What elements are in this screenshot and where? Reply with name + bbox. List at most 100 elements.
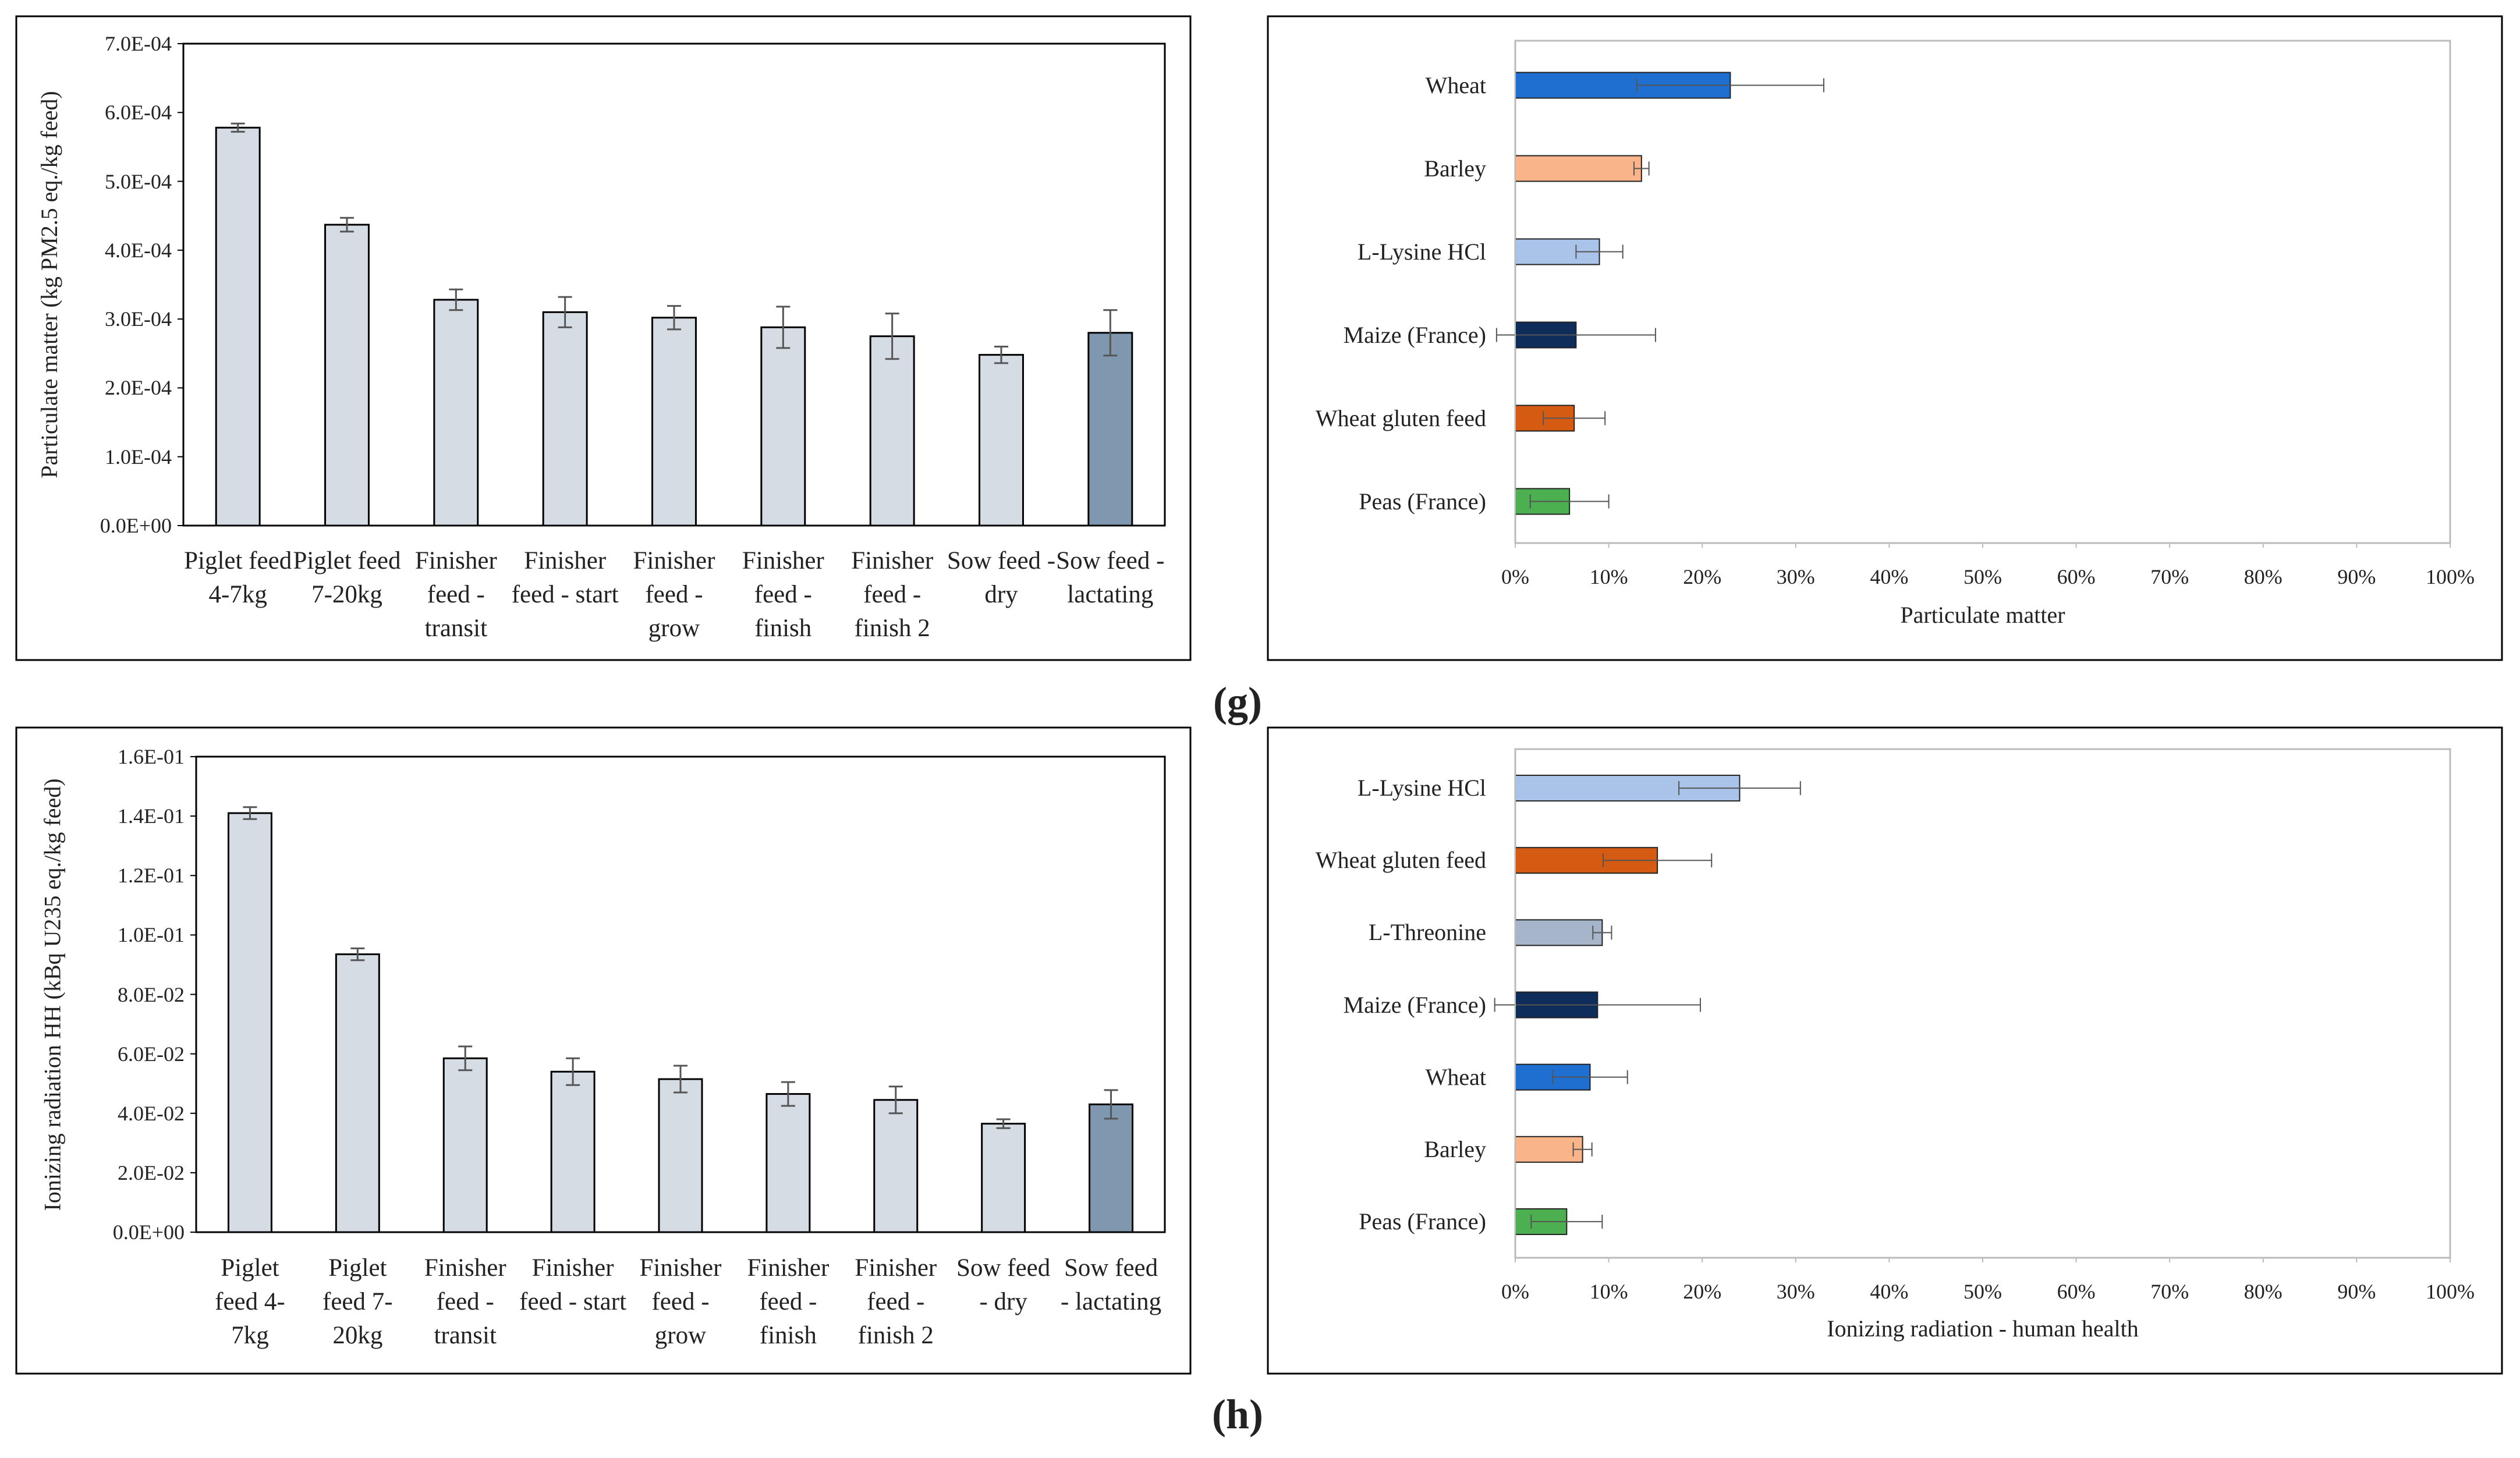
bar [979,354,1024,527]
x-tick-label: 10% [1589,1280,1628,1303]
x-tick-label: Sow feed - dry [947,547,1056,608]
y-tick-label: 6.0E-02 [118,1042,185,1066]
y-tick-label: Barley [1424,155,1486,182]
x-tick-label: 30% [1776,565,1815,588]
y-tick-label: 3.0E-04 [105,307,172,331]
x-tick-label: Sow feed - dry [956,1254,1051,1315]
x-tick-label: Piglet feed 4-7kg [215,1254,285,1349]
y-tick-label: Maize (France) [1343,321,1486,348]
y-tick-label: Peas (France) [1359,488,1486,515]
x-tick-label: 20% [1683,565,1722,588]
x-tick-label: Finisher feed - transit [424,1254,506,1349]
y-tick-label: Wheat gluten feed [1315,405,1486,431]
x-tick-label: 80% [2243,1280,2282,1303]
y-tick-label: Wheat [1425,72,1486,98]
x-tick-label: 70% [2150,1280,2189,1303]
bar [1515,155,1642,182]
bar [658,1078,703,1233]
x-tick-label: Sow feed - lactating [1060,1254,1162,1315]
panel-frame [1267,15,2503,661]
bar [873,1099,919,1233]
panel-frame [15,726,1192,1375]
y-tick-label: Peas (France) [1359,1208,1486,1234]
bar [869,335,915,527]
y-axis-label: Ionizing radiation HH (kBq U235 eq./kg f… [39,778,65,1211]
x-tick-label: 50% [1963,1280,2002,1303]
x-tick-label: Piglet feed 7-20kg [293,547,401,608]
plot-frame [1514,748,2451,1259]
bar [215,126,261,527]
x-tick-label: 100% [2426,565,2475,588]
bar [1515,1136,1583,1163]
x-tick-label: 0% [1501,1280,1529,1303]
plot-frame [1514,40,2451,544]
bar [760,326,806,527]
bar [981,1123,1026,1233]
x-tick-label: 90% [2337,1280,2376,1303]
y-tick-label: 0.0E+00 [100,514,172,537]
x-tick-label: 10% [1589,565,1628,588]
x-tick-label: 40% [1870,1280,1909,1303]
bar [651,317,697,527]
bar [324,224,370,527]
y-tick-label: 1.2E-01 [118,864,185,888]
x-tick-label: 90% [2337,565,2376,588]
x-tick-label: Finisher feed - finish [742,547,824,642]
bar [1515,919,1603,946]
y-tick-label: L-Lysine HCl [1357,238,1486,265]
y-tick-label: L-Lysine HCl [1357,775,1486,801]
x-tick-label: 0% [1501,565,1529,588]
x-tick-label: Piglet feed 4-7kg [184,547,292,608]
x-tick-label: 40% [1870,565,1909,588]
y-tick-label: Barley [1424,1136,1486,1162]
panel-frame [15,15,1192,661]
y-tick-label: 2.0E-02 [118,1161,185,1184]
y-tick-label: 8.0E-02 [118,982,185,1006]
x-tick-label: Finisher feed - grow [633,547,715,642]
bar [542,311,588,527]
y-tick-label: 1.0E-04 [105,445,172,469]
bar [1089,1103,1134,1233]
y-tick-label: 7.0E-04 [105,32,172,55]
x-tick-label: Finisher feed - start [511,547,619,608]
panel-frame [1267,726,2503,1375]
y-tick-label: 1.6E-01 [118,745,185,768]
x-tick-label: 60% [2057,1280,2096,1303]
x-tick-label: 80% [2243,565,2282,588]
y-tick-label: Wheat [1425,1063,1486,1090]
x-tick-label: Finisher feed - transit [414,547,497,642]
y-tick-label: 1.4E-01 [118,804,185,828]
bar [227,812,272,1233]
x-tick-label: Finisher feed - finish 2 [855,1254,937,1349]
bar [442,1057,488,1233]
bar [550,1070,596,1233]
bar [433,299,479,527]
x-tick-label: 20% [1683,1280,1722,1303]
y-tick-label: L-Threonine [1368,919,1486,946]
y-tick-label: 4.0E-04 [105,238,172,262]
y-axis-label: Particulate matter (kg PM2.5 eq./kg feed… [36,91,62,478]
y-tick-label: 6.0E-04 [105,101,172,125]
x-tick-label: Finisher feed - finish 2 [851,547,934,642]
x-tick-label: Finisher feed - grow [639,1254,722,1349]
y-tick-label: 5.0E-04 [105,169,172,193]
bar [765,1093,811,1233]
x-tick-label: 60% [2057,565,2096,588]
y-tick-label: 1.0E-01 [118,923,185,947]
x-tick-label: Finisher feed - start [519,1254,627,1315]
y-tick-label: Maize (France) [1343,991,1486,1018]
x-tick-label: 100% [2426,1280,2475,1303]
x-axis-label: Particulate matter [1900,602,2065,628]
y-tick-label: 0.0E+00 [112,1221,185,1244]
bar [1087,332,1133,527]
x-tick-label: Piglet feed 7-20kg [322,1254,393,1349]
x-tick-label: 50% [1963,565,2002,588]
y-tick-label: 2.0E-04 [105,376,172,400]
x-tick-label: Sow feed - lactating [1056,547,1165,608]
x-tick-label: 70% [2150,565,2189,588]
panel-label: (h) [1212,1391,1263,1438]
y-tick-label: Wheat gluten feed [1315,847,1486,874]
y-tick-label: 4.0E-02 [118,1101,185,1125]
